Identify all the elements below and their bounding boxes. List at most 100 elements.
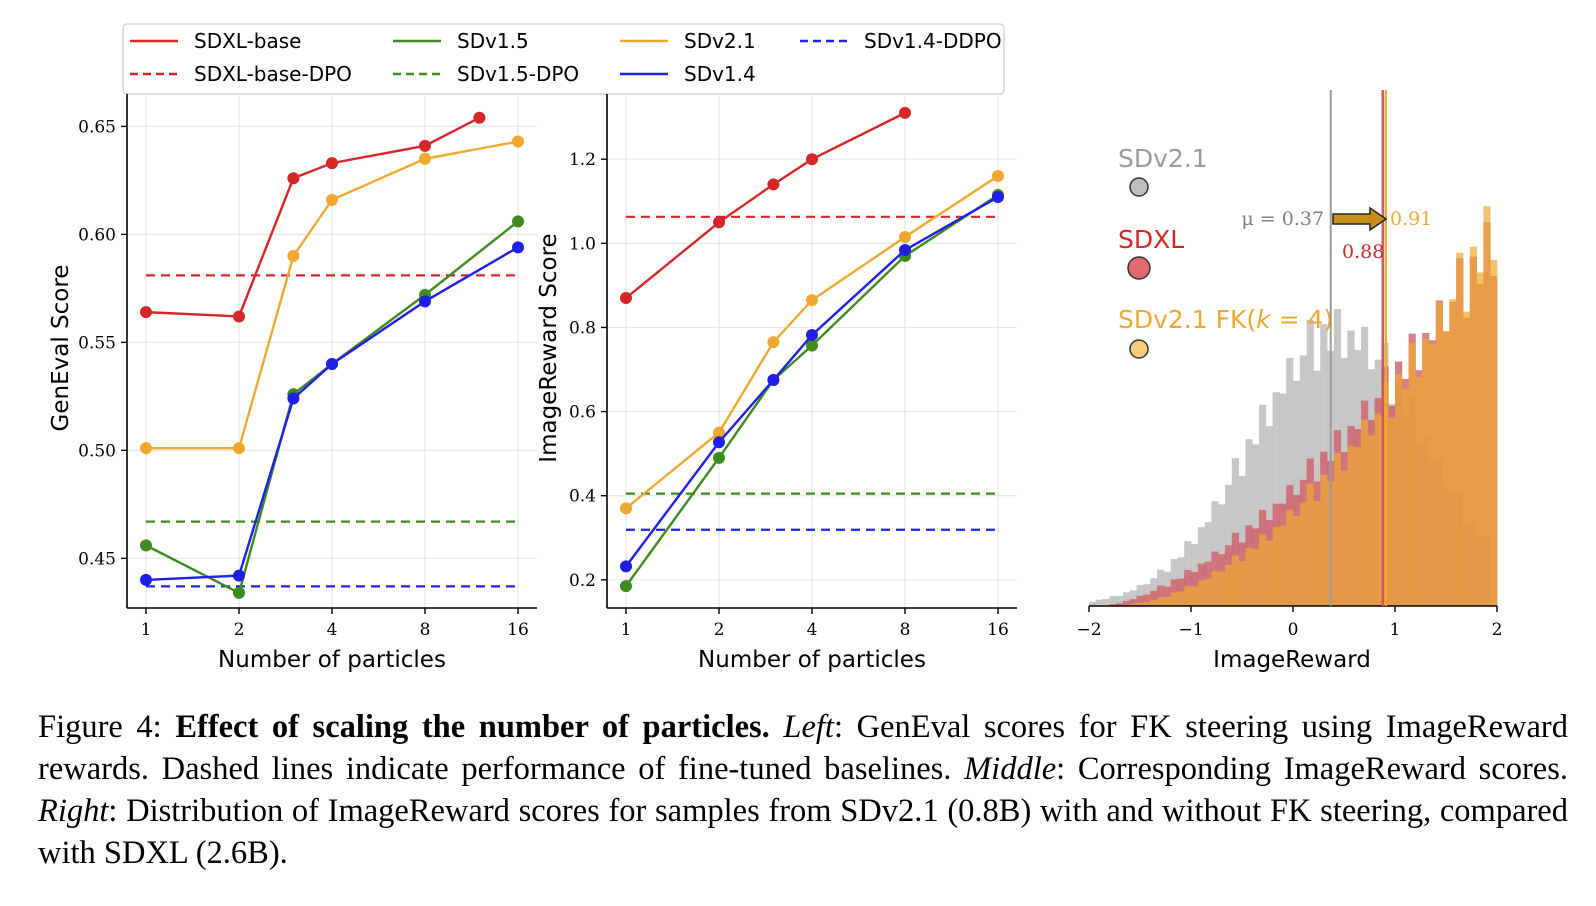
- data-point-SDv2.1: [419, 152, 431, 165]
- series-line-SDv2.1: [146, 140, 519, 450]
- histogram-bar-gray: [1136, 585, 1144, 606]
- x-axis-label: Number of particles: [218, 647, 446, 673]
- sdxl-marker: [1127, 256, 1151, 280]
- legend-label: SDv1.5-DPO: [457, 62, 579, 86]
- data-point-SDv1.4: [287, 392, 300, 405]
- data-point-SDv2.1: [512, 135, 524, 148]
- data-point-SDXL-base: [473, 111, 486, 124]
- y-axis-label: ImageReward Score: [536, 233, 562, 462]
- data-point-SDv1.4: [620, 560, 632, 573]
- series-line-SDv1.4: [625, 196, 999, 568]
- arrow-icon: [1332, 206, 1388, 232]
- histogram-bar-fk: [1272, 526, 1280, 606]
- histogram-bar-fk: [1238, 561, 1246, 606]
- histogram-bar-fk: [1265, 540, 1273, 606]
- data-point-SDv2.1: [287, 249, 300, 262]
- caption-left-label: Left: [783, 709, 834, 745]
- x-tick-label: 16: [507, 620, 529, 640]
- data-point-SDv2.1: [620, 502, 632, 515]
- y-tick-label: 0.50: [78, 441, 116, 461]
- data-point-SDv1.4: [767, 374, 780, 387]
- x-axis-label: Number of particles: [698, 647, 926, 673]
- histogram-bar-red: [1157, 585, 1165, 606]
- histogram-bar-fk: [1231, 555, 1239, 606]
- sdxl-label: SDXL: [1118, 225, 1184, 254]
- data-point-SDv1.5: [233, 586, 245, 599]
- figure-caption: Figure 4: Effect of scaling the number o…: [38, 706, 1568, 874]
- histogram-bar-fk: [1150, 599, 1158, 606]
- data-point-SDXL-base: [806, 153, 818, 166]
- histogram-bar-fk: [1320, 474, 1328, 606]
- y-tick-label: 0.6: [569, 403, 596, 423]
- histogram-bar-fk: [1374, 413, 1382, 606]
- data-point-SDv2.1: [233, 442, 245, 455]
- data-point-SDXL-base: [899, 106, 911, 119]
- data-point-SDXL-base: [767, 178, 780, 191]
- histogram-bar-fk: [1143, 601, 1151, 606]
- data-point-SDXL-base: [233, 310, 245, 323]
- data-point-SDv2.1: [326, 193, 338, 206]
- y-tick-label: 0.4: [569, 487, 596, 507]
- data-point-SDv1.5: [713, 451, 725, 464]
- y-axis-label: GenEval Score: [48, 265, 74, 432]
- histogram-bar-fk: [1469, 246, 1477, 607]
- histogram-bar-fk: [1354, 446, 1362, 606]
- histogram-bar-fk: [1490, 260, 1498, 606]
- legend-label: SDv1.5: [457, 29, 529, 53]
- histogram-bar-fk: [1347, 445, 1355, 606]
- caption-left-text: : GenEval scores for FK steering using I…: [38, 709, 1568, 787]
- histogram-bar-fk: [1299, 502, 1307, 606]
- caption-middle-text: : Corresponding ImageReward scores.: [1056, 751, 1568, 787]
- histogram-bar-fk: [1401, 388, 1409, 606]
- y-tick-label: 0.65: [78, 117, 116, 137]
- histogram-bar-fk: [1422, 338, 1430, 606]
- histogram-bar-fk: [1449, 299, 1457, 606]
- histogram-bar-red: [1150, 590, 1158, 606]
- caption-right-text: : Distribution of ImageReward scores for…: [38, 793, 1568, 871]
- histogram-bar-fk: [1306, 483, 1314, 606]
- fk-marker: [1129, 339, 1149, 359]
- histogram-bar-fk: [1415, 376, 1423, 606]
- mu-annotation: μ = 0.37: [1241, 208, 1324, 230]
- y-tick-label: 0.2: [569, 571, 596, 591]
- data-point-SDv1.4: [713, 436, 725, 449]
- data-point-SDv2.1: [767, 336, 780, 349]
- x-tick-label: 4: [807, 620, 818, 640]
- series-line-SDv1.4: [145, 246, 519, 582]
- histogram-bar-red: [1129, 599, 1137, 606]
- histogram-bar-fk: [1252, 549, 1260, 606]
- histogram-bar-fk: [1429, 343, 1437, 606]
- legend-label: SDXL-base-DPO: [194, 62, 352, 86]
- data-point-SDv1.5: [806, 339, 818, 352]
- data-point-SDv1.5: [512, 215, 524, 228]
- data-point-SDv1.4: [992, 191, 1004, 204]
- data-point-SDv1.4: [512, 241, 524, 254]
- data-point-SDXL-base: [140, 306, 152, 319]
- fk-mean-annotation: 0.91: [1390, 208, 1432, 230]
- histogram-bar-fk: [1456, 252, 1464, 606]
- histogram-bar-fk: [1225, 565, 1233, 606]
- data-point-SDv2.1: [140, 442, 152, 455]
- histogram-bar-fk: [1293, 516, 1301, 606]
- fk-label: SDv2.1 FK(k = 4): [1118, 305, 1333, 334]
- y-tick-label: 0.60: [78, 225, 116, 245]
- legend-frame: [122, 23, 1005, 95]
- data-point-SDv2.1: [992, 170, 1004, 183]
- histogram-bar-red: [1123, 600, 1131, 606]
- legend-label: SDXL-base: [194, 29, 301, 53]
- histogram-bar-fk: [1333, 452, 1341, 606]
- histogram-bar-gray: [1279, 393, 1287, 606]
- x-tick-label: 2: [714, 620, 725, 640]
- histogram-bar-gray: [1089, 601, 1097, 606]
- y-tick-label: 0.45: [78, 549, 116, 569]
- data-point-SDv1.4: [326, 357, 338, 370]
- histogram-bar-red: [1163, 586, 1171, 606]
- x-tick-label: 2: [234, 620, 245, 640]
- imagereward-histogram: −2 −1 0 1 2 ImageReward SDv2.1 SDXL SDv2.1 F…: [1076, 90, 1502, 673]
- legend-label: SDv1.4: [684, 62, 756, 86]
- histogram-bar-gray: [1245, 439, 1253, 606]
- histogram-bar-fk: [1191, 586, 1199, 606]
- imagereward-chart: 1 2 4 8 16 0.2 0.4 0.6 0.8 1.0 1.2 ImageReward Sco…: [536, 94, 1017, 673]
- histogram-bar-fk: [1197, 580, 1205, 606]
